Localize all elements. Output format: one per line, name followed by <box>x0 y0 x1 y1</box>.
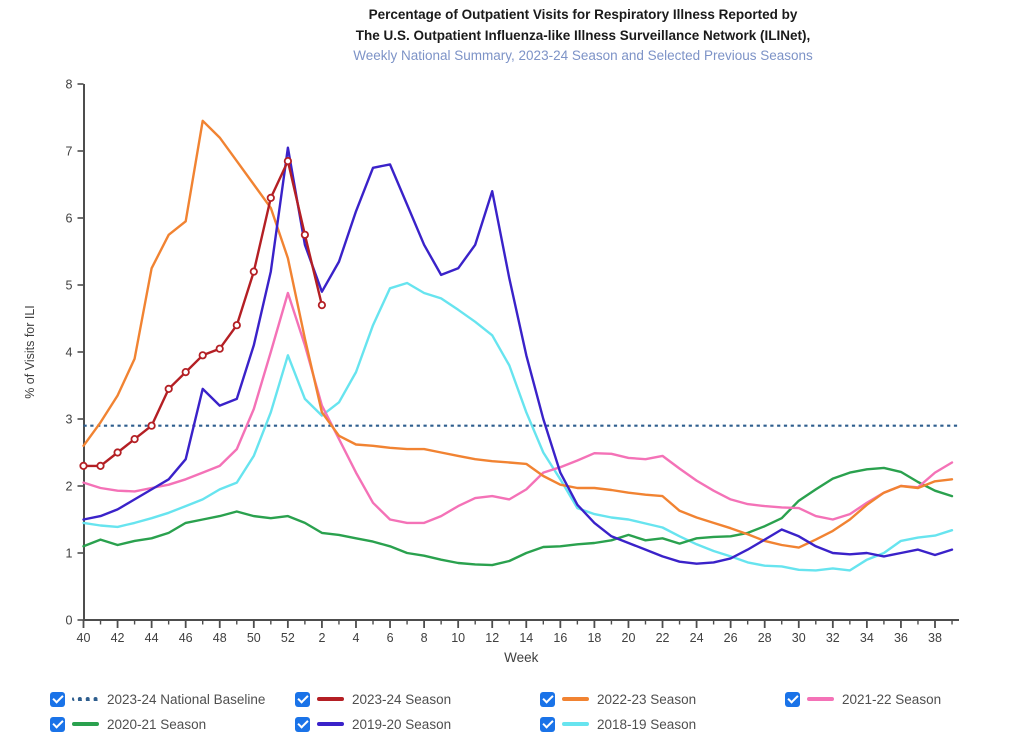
2023-24-season-marker <box>198 351 207 360</box>
2023-24-season-marker <box>300 230 309 239</box>
x-tick-label: 32 <box>826 631 840 645</box>
legend-item-2019-20-season[interactable]: 2019-20 Season <box>295 715 451 733</box>
legend-item-2021-22-season[interactable]: 2021-22 Season <box>785 690 941 708</box>
2023-24-season-marker <box>96 461 105 470</box>
line-swatch-icon <box>562 697 589 701</box>
legend-label: 2022-23 Season <box>597 691 697 707</box>
chart-title-line1: Percentage of Outpatient Visits for Resp… <box>368 7 798 22</box>
2022-23-season-line <box>82 119 954 549</box>
2023-24-season-marker <box>79 461 88 470</box>
checkbox-checked-icon[interactable] <box>50 716 65 732</box>
legend-label: 2021-22 Season <box>842 691 942 707</box>
legend-label: 2020-21 Season <box>107 716 207 732</box>
2023-24-season-marker <box>164 384 173 393</box>
2023-24-season-marker <box>113 448 122 457</box>
y-tick-label: 1 <box>66 547 73 561</box>
y-tick-label: 5 <box>66 279 73 293</box>
y-tick-label: 4 <box>66 346 73 360</box>
x-tick-label: 42 <box>111 631 125 645</box>
x-tick-label: 16 <box>553 631 567 645</box>
y-tick-label: 7 <box>66 145 73 159</box>
chart-subtitle: Weekly National Summary, 2023-24 Season … <box>353 48 813 63</box>
legend-label: 2018-19 Season <box>597 716 697 732</box>
2019-20-season-line <box>82 146 954 565</box>
x-tick-label: 14 <box>519 631 533 645</box>
x-tick-label: 18 <box>587 631 601 645</box>
chart-title-block: Percentage of Outpatient Visits for Resp… <box>353 5 813 67</box>
2023-24-season-marker <box>130 434 139 444</box>
2023-24-season-marker <box>266 193 275 202</box>
x-tick-label: 20 <box>622 631 636 645</box>
x-tick-label: 52 <box>281 631 295 645</box>
2020-21-season-line <box>82 466 954 567</box>
x-tick-label: 12 <box>485 631 499 645</box>
2023-24-season-marker <box>147 421 156 430</box>
checkbox-checked-icon[interactable] <box>50 691 65 707</box>
line-swatch-icon <box>807 697 834 701</box>
line-swatch-icon <box>562 722 589 726</box>
2023-24-season-marker <box>317 300 326 310</box>
x-tick-label: 36 <box>894 631 908 645</box>
x-tick-label: 34 <box>860 631 874 645</box>
y-axis-title: % of Visits for ILI <box>23 305 37 399</box>
2023-24-season-marker <box>232 321 241 330</box>
legend-label: 2023-24 National Baseline <box>107 691 266 707</box>
x-tick-label: 40 <box>77 631 91 645</box>
x-tick-label: 48 <box>213 631 227 645</box>
x-tick-label: 8 <box>421 631 428 645</box>
line-swatch-icon <box>317 722 344 726</box>
checkbox-checked-icon[interactable] <box>295 691 310 707</box>
2021-22-season-line <box>82 291 954 525</box>
legend-item-2018-19-season[interactable]: 2018-19 Season <box>540 715 696 733</box>
2023-24-season-marker <box>181 367 190 377</box>
x-tick-label: 38 <box>928 631 942 645</box>
checkbox-checked-icon[interactable] <box>785 691 800 707</box>
x-tick-label: 26 <box>724 631 738 645</box>
legend-label: 2019-20 Season <box>352 716 452 732</box>
x-tick-label: 46 <box>179 631 193 645</box>
checkbox-checked-icon[interactable] <box>540 716 555 732</box>
x-tick-label: 6 <box>387 631 394 645</box>
x-tick-label: 28 <box>758 631 772 645</box>
2023-24-season-line <box>82 159 324 468</box>
line-swatch-icon <box>72 722 99 726</box>
legend-item-2020-21-season[interactable]: 2020-21 Season <box>50 715 206 733</box>
y-tick-label: 2 <box>66 480 73 494</box>
checkbox-checked-icon[interactable] <box>295 716 310 732</box>
legend-item-national-baseline[interactable]: 2023-24 National Baseline <box>50 690 265 708</box>
y-tick-label: 6 <box>66 212 73 226</box>
y-tick-label: 0 <box>66 614 73 628</box>
x-tick-label: 22 <box>656 631 670 645</box>
2023-24-season-marker <box>215 344 224 353</box>
legend-item-2022-23-season[interactable]: 2022-23 Season <box>540 690 696 708</box>
x-tick-label: 4 <box>353 631 360 645</box>
checkbox-checked-icon[interactable] <box>540 691 555 707</box>
y-tick-label: 8 <box>66 78 73 92</box>
x-tick-label: 2 <box>318 631 325 645</box>
2018-19-season-line <box>82 281 954 572</box>
legend-item-2023-24-season[interactable]: 2023-24 Season <box>295 690 451 708</box>
2023-24-season-marker <box>283 157 292 166</box>
y-tick-label: 3 <box>66 413 73 427</box>
x-tick-label: 30 <box>792 631 806 645</box>
x-tick-label: 50 <box>247 631 261 645</box>
baseline-dotted-swatch-icon <box>72 697 99 701</box>
line-swatch-icon <box>317 697 344 701</box>
2023-24-season-marker <box>249 267 258 276</box>
x-tick-label: 24 <box>690 631 704 645</box>
x-axis-title: Week <box>504 650 539 665</box>
chart-title-line2: The U.S. Outpatient Influenza-like Illne… <box>355 27 811 43</box>
x-tick-label: 44 <box>145 631 159 645</box>
legend-label: 2023-24 Season <box>352 691 452 707</box>
x-tick-label: 10 <box>451 631 465 645</box>
